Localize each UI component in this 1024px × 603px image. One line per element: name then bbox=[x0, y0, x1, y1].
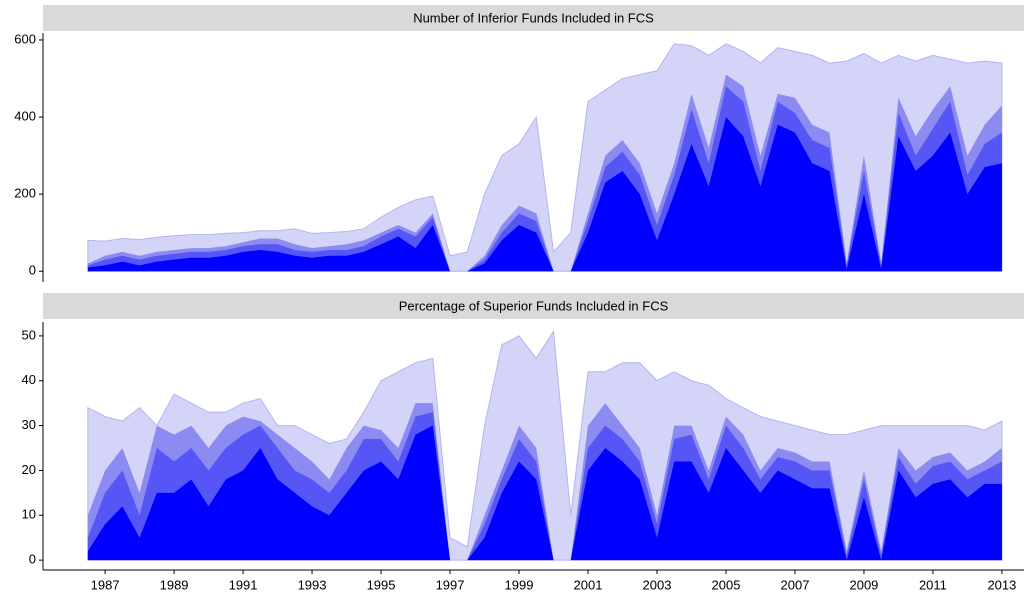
area bbox=[87, 117, 1002, 272]
panel-title: Percentage of Superior Funds Included in… bbox=[399, 298, 669, 313]
x-tick-label: 2011 bbox=[919, 577, 947, 592]
x-tick-label: 2009 bbox=[849, 577, 878, 592]
x-tick-label: 2013 bbox=[987, 577, 1016, 592]
strip bbox=[43, 293, 1024, 319]
y-tick-label: 50 bbox=[22, 327, 36, 342]
x-tick-label: 1999 bbox=[505, 577, 534, 592]
y-tick-label: 30 bbox=[22, 417, 36, 432]
x-tick-label: 1995 bbox=[367, 577, 396, 592]
y-tick-label: 400 bbox=[14, 108, 36, 123]
x-tick-label: 1997 bbox=[436, 577, 465, 592]
strip bbox=[43, 5, 1024, 31]
x-tick-label: 2003 bbox=[643, 577, 672, 592]
x-tick-label: 1991 bbox=[229, 577, 258, 592]
y-tick-label: 200 bbox=[14, 186, 36, 201]
x-tick-label: 1987 bbox=[91, 577, 120, 592]
x-tick-label: 1993 bbox=[298, 577, 327, 592]
x-tick-label: 2005 bbox=[712, 577, 741, 592]
x-tick-label: 2007 bbox=[781, 577, 810, 592]
y-tick-label: 40 bbox=[22, 372, 36, 387]
area bbox=[87, 425, 1002, 561]
y-tick-label: 600 bbox=[14, 31, 36, 46]
x-tick-label: 2001 bbox=[574, 577, 603, 592]
y-tick-label: 0 bbox=[29, 263, 36, 278]
x-tick-label: 1989 bbox=[160, 577, 189, 592]
y-tick-label: 10 bbox=[22, 507, 36, 522]
panel-title: Number of Inferior Funds Included in FCS bbox=[413, 10, 654, 25]
y-tick-label: 20 bbox=[22, 462, 36, 477]
y-tick-label: 0 bbox=[29, 552, 36, 567]
